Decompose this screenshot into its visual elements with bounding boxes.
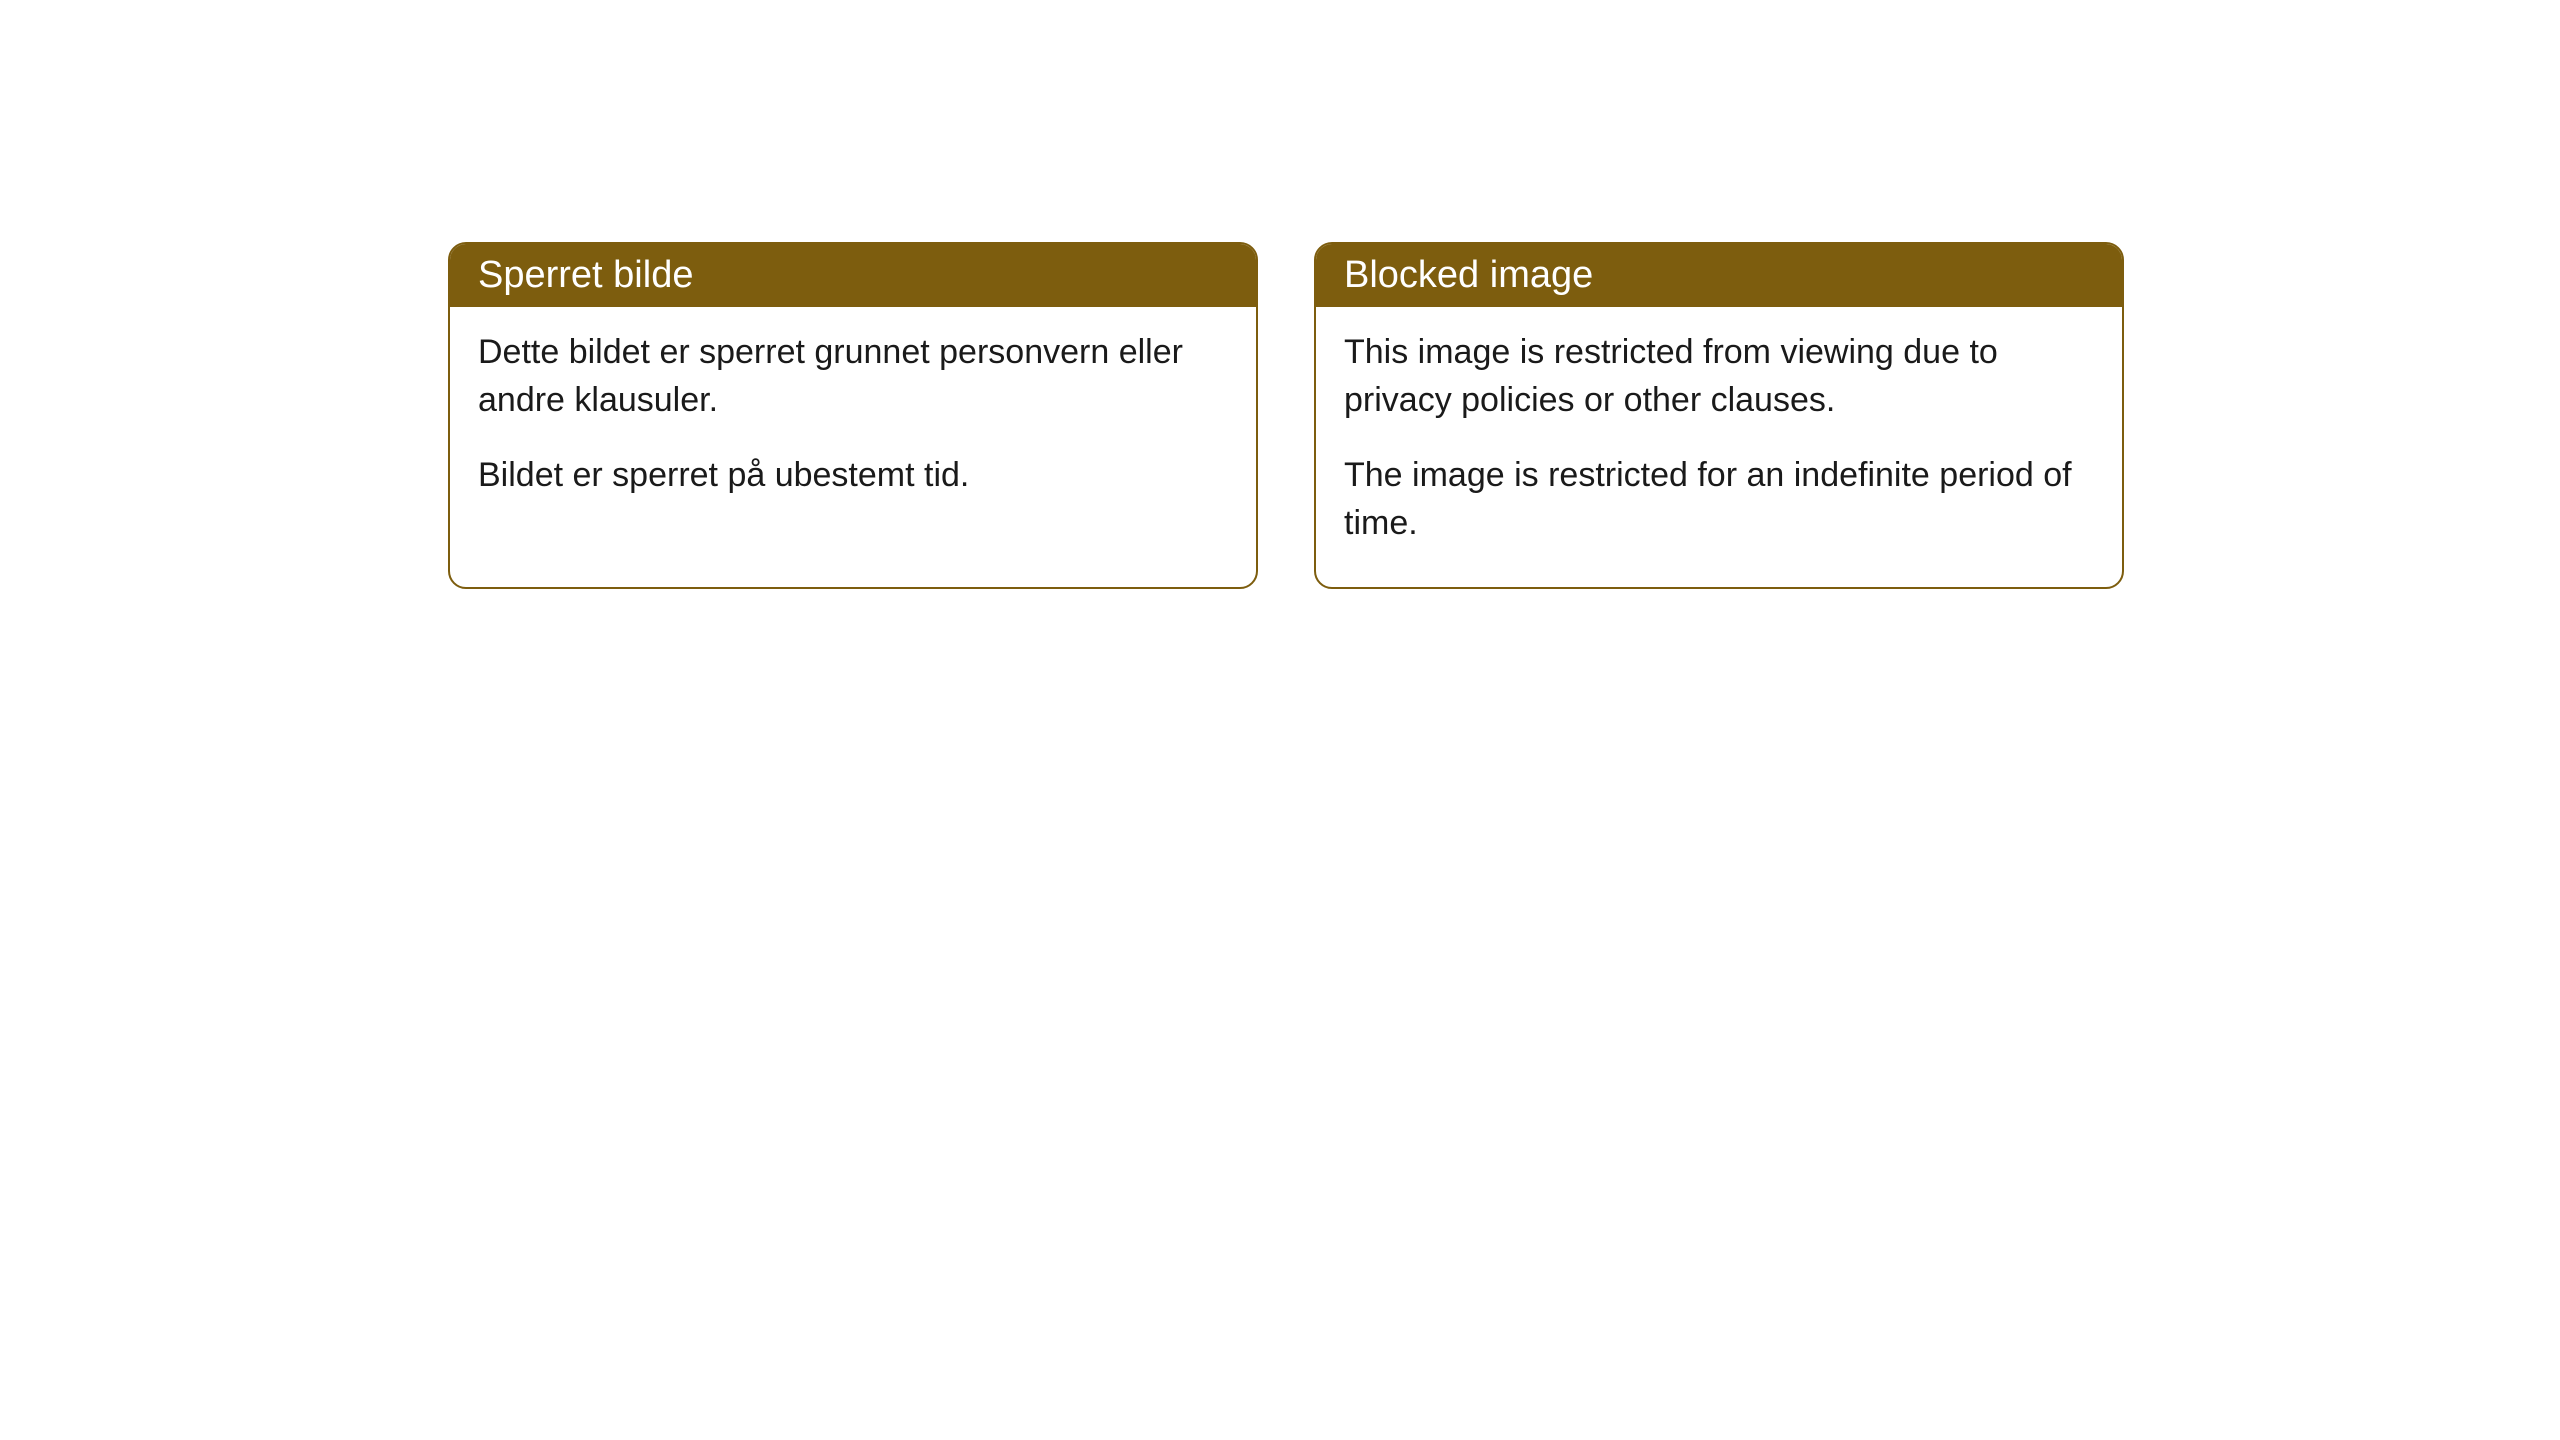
card-paragraph-1: This image is restricted from viewing du… [1344, 329, 2094, 424]
card-title: Sperret bilde [478, 254, 693, 296]
card-header-english: Blocked image [1316, 244, 2122, 307]
blocked-image-card-english: Blocked image This image is restricted f… [1314, 242, 2124, 589]
card-paragraph-1: Dette bildet er sperret grunnet personve… [478, 329, 1228, 424]
card-body-english: This image is restricted from viewing du… [1316, 307, 2122, 587]
blocked-image-card-norwegian: Sperret bilde Dette bildet er sperret gr… [448, 242, 1258, 589]
card-header-norwegian: Sperret bilde [450, 244, 1256, 307]
card-paragraph-2: The image is restricted for an indefinit… [1344, 452, 2094, 547]
card-body-norwegian: Dette bildet er sperret grunnet personve… [450, 307, 1256, 540]
card-paragraph-2: Bildet er sperret på ubestemt tid. [478, 452, 1228, 500]
notice-container: Sperret bilde Dette bildet er sperret gr… [448, 242, 2124, 589]
card-title: Blocked image [1344, 254, 1593, 296]
